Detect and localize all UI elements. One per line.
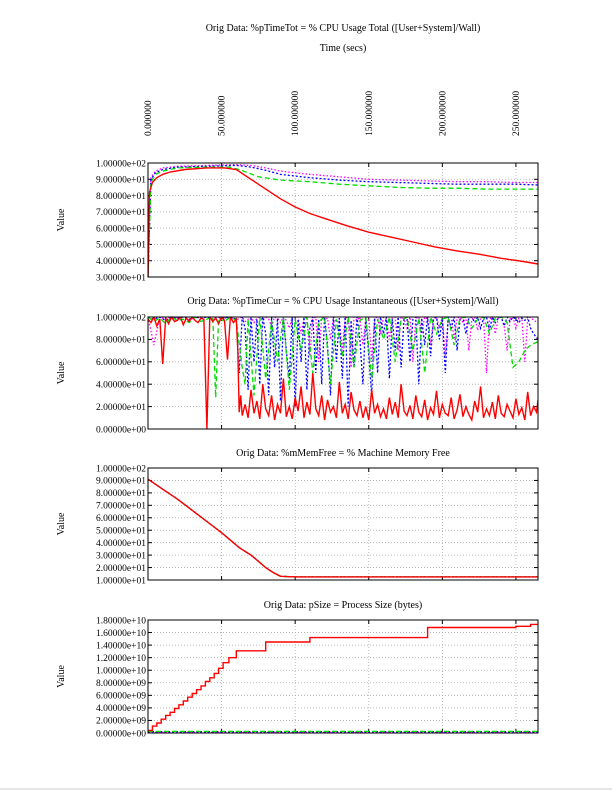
series-line: [148, 317, 538, 407]
y-tick-label: 0.00000e+00: [96, 729, 146, 739]
chart-panels: 3.00000e+01 4.00000e+01 5.00000e+01 6.00000…: [56, 159, 539, 739]
series-group: [148, 478, 538, 578]
y-tick-label: 6.00000e+01: [96, 358, 146, 368]
chart-panel: Orig Data: pSize = Process Size (bytes) 0…: [56, 600, 539, 739]
y-tick-label: 5.00000e+01: [96, 241, 146, 251]
x-axis-label: Time (secs): [320, 43, 367, 54]
series-line: [148, 317, 538, 374]
series-line: [148, 164, 538, 277]
y-axis-label: Value: [56, 512, 67, 535]
series-line: [148, 317, 538, 398]
x-tick-label: 0.000000: [144, 100, 154, 136]
panel-title: Orig Data: %pTimeCur = % CPU Usage Insta…: [187, 296, 498, 307]
x-tick-label: 150.000000: [365, 91, 375, 136]
y-tick-label: 1.40000e+10: [96, 641, 146, 651]
panel-title: Orig Data: pSize = Process Size (bytes): [264, 600, 422, 611]
y-tick-label: 6.00000e+01: [96, 224, 146, 234]
top-x-tick-labels: 0.000000 50.000000 100.000000 150.000000 200…: [144, 91, 522, 136]
series-line: [148, 623, 538, 732]
x-tick-label: 100.000000: [291, 91, 301, 136]
x-tick-label: 50.000000: [218, 95, 228, 136]
y-axis-label: Value: [56, 208, 67, 231]
series-line: [148, 478, 538, 578]
chart-panel: Orig Data: %mMemFree = % Machine Memory …: [56, 448, 539, 586]
y-tick-label: 8.00000e+01: [96, 336, 146, 346]
plot-frame: [147, 162, 539, 278]
y-tick-label: 2.00000e+01: [96, 564, 146, 574]
y-tick-label: 4.00000e+01: [96, 257, 146, 267]
series-line: [148, 163, 538, 277]
y-tick-label: 6.00000e+09: [96, 692, 146, 702]
x-tick-label: 200.000000: [438, 91, 448, 136]
series-line: [148, 166, 538, 277]
y-tick-label: 6.00000e+01: [96, 514, 146, 524]
chart-panel: Orig Data: %pTimeCur = % CPU Usage Insta…: [56, 296, 539, 435]
y-tick-label: 8.00000e+01: [96, 192, 146, 202]
y-tick-label: 2.00000e+01: [96, 403, 146, 413]
series-line: [148, 478, 538, 578]
y-tick-label: 5.00000e+01: [96, 527, 146, 537]
y-tick-label: 4.00000e+09: [96, 704, 146, 714]
y-tick-label: 9.00000e+01: [96, 477, 146, 487]
y-axis-label: Value: [56, 665, 67, 688]
chart-panel: 3.00000e+01 4.00000e+01 5.00000e+01 6.00000…: [56, 159, 539, 283]
y-tick-label: 8.00000e+09: [96, 679, 146, 689]
plot-frame: [147, 619, 539, 734]
series-line: [148, 167, 538, 277]
y-tick-label: 1.00000e+10: [96, 667, 146, 677]
x-tick-label: 250.000000: [512, 91, 522, 136]
panel-title: Orig Data: %mMemFree = % Machine Memory …: [236, 448, 450, 459]
y-tick-label: 8.00000e+01: [96, 489, 146, 499]
y-tick-label: 1.00000e+02: [96, 464, 146, 474]
series-line: [148, 317, 538, 429]
figure-title: Orig Data: %pTimeTot = % CPU Usage Total…: [206, 23, 481, 34]
y-tick-label: 7.00000e+01: [96, 208, 146, 218]
series-line: [148, 478, 538, 578]
y-tick-label: 4.00000e+01: [96, 381, 146, 391]
y-tick-label: 4.00000e+01: [96, 539, 146, 549]
y-tick-label: 1.60000e+10: [96, 629, 146, 639]
series-group: [148, 163, 538, 277]
plot-frame: [147, 316, 539, 430]
y-tick-label: 7.00000e+01: [96, 502, 146, 512]
series-group: [148, 317, 538, 429]
y-tick-label: 1.00000e+02: [96, 313, 146, 323]
series-group: [148, 623, 538, 733]
plot-frame: [147, 467, 539, 581]
y-tick-label: 2.00000e+09: [96, 717, 146, 727]
y-tick-label: 1.80000e+10: [96, 616, 146, 626]
y-tick-label: 9.00000e+01: [96, 176, 146, 186]
y-tick-label: 3.00000e+01: [96, 551, 146, 561]
y-tick-label: 1.00000e+02: [96, 159, 146, 169]
series-line: [148, 478, 538, 578]
y-tick-label: 3.00000e+01: [96, 273, 146, 283]
y-tick-label: 0.00000e+00: [96, 425, 146, 435]
y-tick-label: 1.00000e+01: [96, 576, 146, 586]
y-tick-label: 1.20000e+10: [96, 654, 146, 664]
y-axis-label: Value: [56, 361, 67, 384]
